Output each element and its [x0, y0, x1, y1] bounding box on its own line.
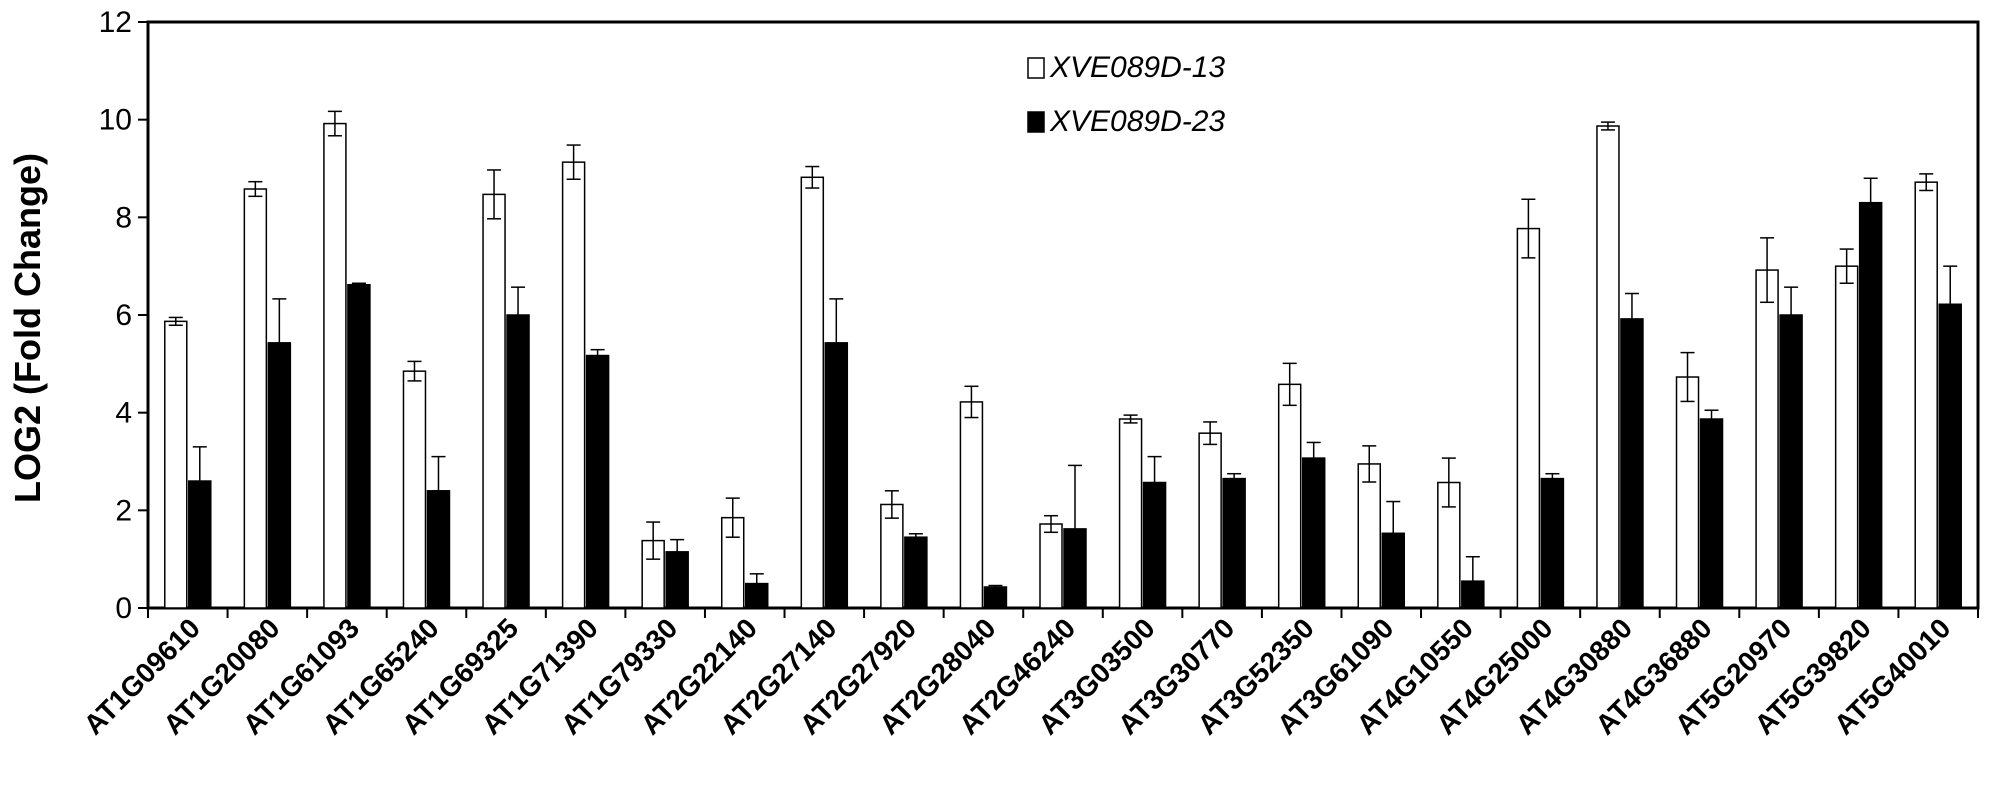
- bar-series-1: [1357, 463, 1382, 609]
- bar-series-1: [1834, 265, 1859, 609]
- bar-series-1: [323, 122, 347, 609]
- y-tick-label: 12: [99, 6, 132, 39]
- bar-series-2: [1222, 477, 1246, 609]
- bar-series-1: [880, 503, 904, 609]
- bar-series-1: [1039, 523, 1063, 609]
- bar-series-1: [482, 193, 506, 609]
- y-axis-title: LOG2 (Fold Change): [7, 153, 48, 503]
- legend: XVE089D-13 XVE089D-23: [1027, 51, 1225, 138]
- legend-label-series-1: XVE089D-13: [1049, 51, 1225, 84]
- bar-series-1: [1596, 125, 1620, 609]
- y-tick-label: 2: [115, 494, 132, 527]
- bar-series-2: [1699, 418, 1724, 609]
- legend-label-series-2: XVE089D-23: [1049, 105, 1225, 138]
- bar-series-2: [347, 283, 371, 609]
- bar-series-1: [1755, 269, 1779, 609]
- bar-series-1: [1516, 227, 1541, 609]
- bar-series-2: [1779, 314, 1803, 609]
- bar-series-2: [904, 536, 928, 609]
- bar-series-1: [959, 401, 984, 609]
- bar-series-1: [243, 188, 268, 609]
- y-tick-label: 4: [115, 397, 132, 430]
- bar-series-1: [1914, 181, 1938, 609]
- bar-series-2: [1858, 201, 1883, 609]
- bar-series-1: [1675, 376, 1700, 609]
- bar-series-2: [1301, 457, 1326, 609]
- bar-series-2: [1938, 303, 1962, 609]
- bar-series-2: [506, 314, 530, 609]
- y-axis-title-group: LOG2 (Fold Change): [7, 153, 48, 503]
- bar-series-2: [585, 354, 610, 609]
- legend-swatch-series-1: [1027, 57, 1045, 79]
- y-tick-label: 6: [115, 299, 132, 332]
- bar-series-2: [1620, 318, 1644, 609]
- bar-series-2: [983, 586, 1008, 609]
- bar-series-1: [164, 320, 188, 609]
- y-tick-label: 8: [115, 201, 132, 234]
- bar-series-1: [800, 176, 825, 609]
- bar-series-1: [1118, 418, 1143, 609]
- y-tick-label: 10: [99, 104, 132, 137]
- bar-series-1: [561, 161, 586, 609]
- bar-series-2: [1540, 477, 1565, 609]
- y-tick-label: 0: [115, 592, 132, 625]
- legend-swatch-series-2: [1027, 111, 1045, 133]
- bar-series-1: [402, 370, 427, 609]
- bar-series-1: [1277, 383, 1302, 609]
- bar-series-1: [1198, 432, 1222, 609]
